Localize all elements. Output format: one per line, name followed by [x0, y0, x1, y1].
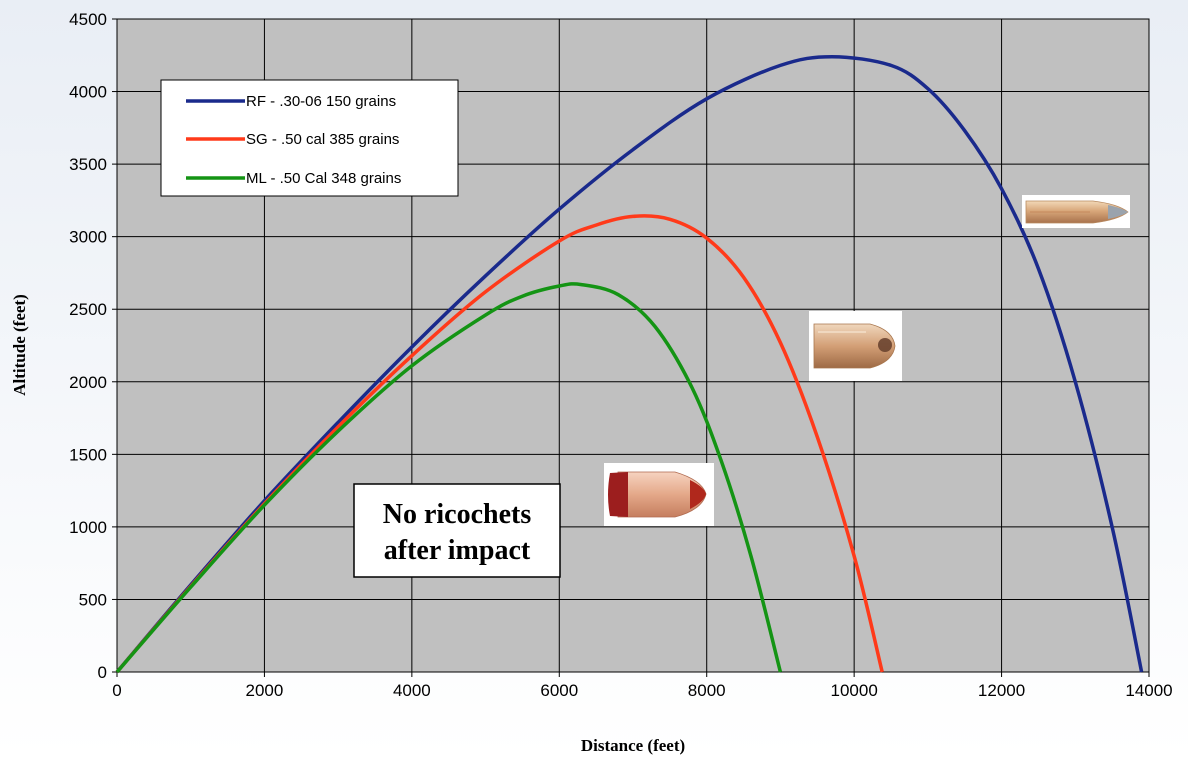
annotation-box	[353, 483, 561, 578]
x-tick-label: 10000	[831, 681, 878, 700]
y-tick-label: 0	[98, 663, 107, 682]
annotation-line-1: No ricochets	[383, 499, 532, 530]
y-axis-title: Altitude (feet)	[10, 294, 29, 396]
x-tick-label: 0	[112, 681, 121, 700]
y-tick-label: 3500	[69, 155, 107, 174]
annotation-line-2: after impact	[384, 535, 531, 566]
x-tick-label: 6000	[540, 681, 578, 700]
rifle-bullet-icon	[1022, 195, 1130, 228]
y-tick-label: 3000	[69, 228, 107, 247]
legend-label-sg: SG - .50 cal 385 grains	[246, 131, 399, 148]
x-tick-label: 2000	[246, 681, 284, 700]
y-tick-label: 2000	[69, 373, 107, 392]
y-tick-label: 1000	[69, 518, 107, 537]
y-tick-label: 500	[79, 590, 107, 609]
legend-label-rf: RF - .30-06 150 grains	[246, 93, 396, 110]
muzzleloader-bullet-icon	[604, 463, 714, 526]
y-ticks: 0 500 1000 1500 2000 2500 3000 3500 4000 4500	[69, 10, 117, 682]
legend: RF - .30-06 150 grains SG - .50 cal 385 …	[160, 79, 459, 197]
x-axis-title: Distance (feet)	[581, 736, 685, 755]
shotgun-slug-icon	[809, 311, 902, 381]
x-tick-label: 12000	[978, 681, 1025, 700]
series-line-rf	[115, 54, 1144, 674]
x-ticks: 0 2000 4000 6000 8000 10000 12000 14000	[112, 672, 1173, 700]
legend-label-ml: ML - .50 Cal 348 grains	[246, 170, 401, 187]
x-tick-label: 8000	[688, 681, 726, 700]
x-tick-label: 14000	[1125, 681, 1172, 700]
x-tick-label: 4000	[393, 681, 431, 700]
y-tick-label: 4000	[69, 83, 107, 102]
y-tick-label: 2500	[69, 300, 107, 319]
series-line-ml	[115, 282, 783, 674]
series-lines	[115, 54, 1144, 674]
annotation-callout: No ricochets after impact	[353, 483, 561, 578]
y-tick-label: 1500	[69, 445, 107, 464]
y-tick-label: 4500	[69, 10, 107, 29]
